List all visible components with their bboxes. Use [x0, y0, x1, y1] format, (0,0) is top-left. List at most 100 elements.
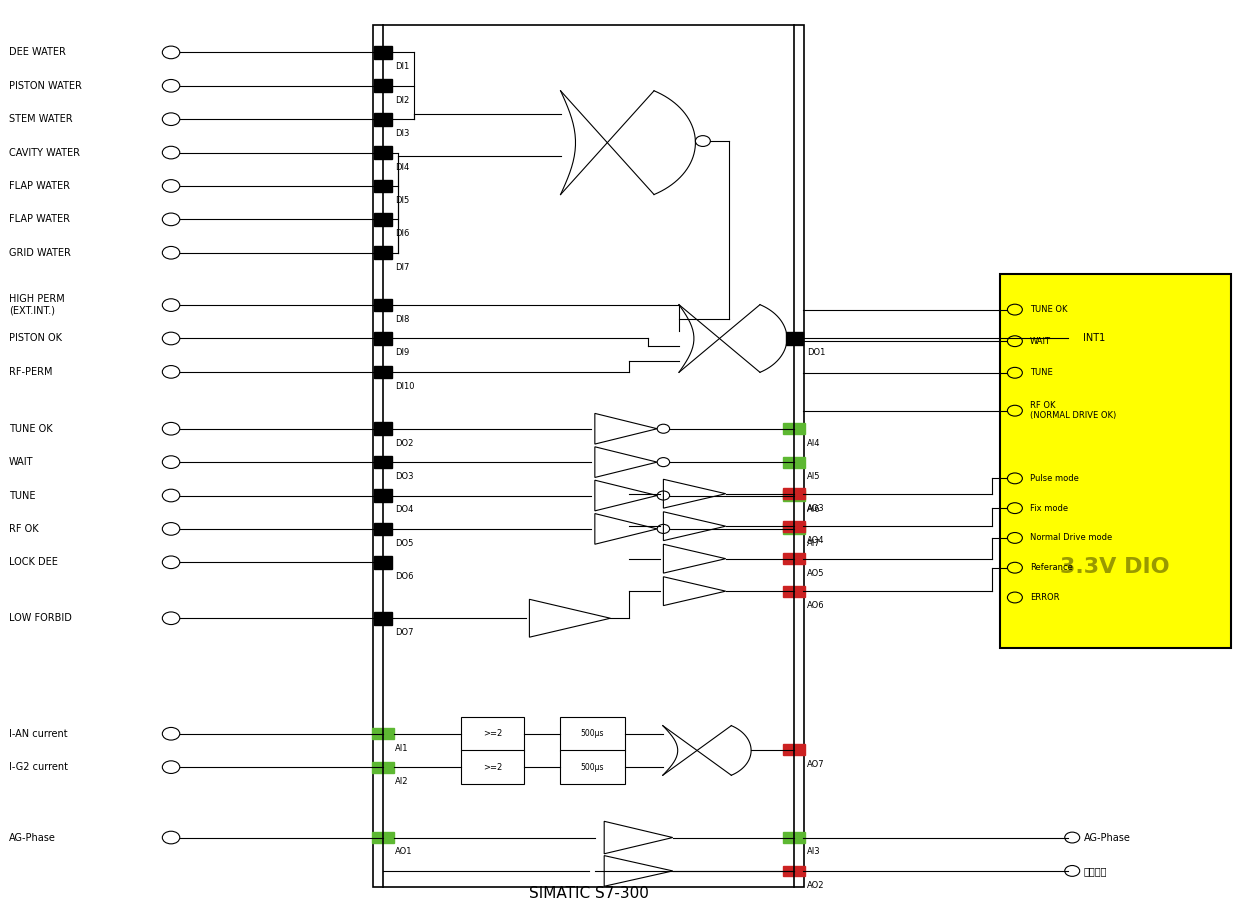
Text: AI2: AI2 — [396, 777, 409, 786]
Bar — [374, 366, 392, 379]
Text: AO1: AO1 — [396, 847, 413, 856]
Text: DO6: DO6 — [396, 572, 414, 581]
Text: 3.3V DIO: 3.3V DIO — [1060, 557, 1171, 577]
Text: DO7: DO7 — [396, 628, 414, 637]
Text: AO5: AO5 — [806, 568, 824, 577]
Text: STEM WATER: STEM WATER — [9, 114, 73, 124]
Text: Pulse mode: Pulse mode — [1030, 474, 1079, 483]
Text: DI3: DI3 — [396, 129, 409, 138]
Bar — [782, 586, 805, 597]
Bar — [782, 745, 805, 755]
Text: WAIT: WAIT — [1030, 337, 1050, 346]
Bar — [374, 180, 392, 192]
Text: >=2: >=2 — [483, 763, 502, 772]
Text: DO5: DO5 — [396, 538, 413, 548]
Bar — [374, 146, 392, 159]
Text: PISTON OK: PISTON OK — [9, 333, 63, 343]
Text: LOCK DEE: LOCK DEE — [9, 558, 58, 568]
Bar — [1000, 273, 1231, 648]
Bar — [782, 457, 805, 468]
Text: TUNE OK: TUNE OK — [9, 424, 53, 434]
Text: Fix mode: Fix mode — [1030, 504, 1068, 513]
Text: Referance: Referance — [1030, 563, 1073, 572]
Text: DI7: DI7 — [396, 262, 409, 271]
Bar — [785, 332, 803, 345]
Bar — [374, 332, 392, 345]
Text: CAVITY WATER: CAVITY WATER — [9, 148, 80, 158]
Text: I-AN current: I-AN current — [9, 729, 68, 739]
Text: AO4: AO4 — [806, 536, 824, 545]
Bar — [782, 553, 805, 564]
Text: WAIT: WAIT — [9, 457, 34, 467]
Text: AG-Phase: AG-Phase — [1083, 833, 1131, 843]
Text: AI5: AI5 — [806, 472, 820, 481]
Text: AO7: AO7 — [806, 760, 824, 768]
Text: >=2: >=2 — [483, 729, 502, 738]
Bar — [374, 299, 392, 311]
Text: DO2: DO2 — [396, 439, 413, 448]
Text: INT1: INT1 — [1083, 333, 1106, 343]
Bar — [374, 612, 392, 625]
Text: LOW FORBID: LOW FORBID — [9, 613, 71, 623]
Text: I-G2 current: I-G2 current — [9, 762, 68, 772]
Text: DI8: DI8 — [396, 315, 409, 324]
Bar — [374, 422, 392, 435]
Text: 500μs: 500μs — [581, 729, 605, 738]
Text: SIMATIC S7-300: SIMATIC S7-300 — [528, 885, 649, 901]
Text: TUNE: TUNE — [9, 490, 35, 500]
Text: DI10: DI10 — [396, 381, 414, 390]
Text: DEE WATER: DEE WATER — [9, 47, 66, 57]
Bar — [374, 246, 392, 259]
Text: AI7: AI7 — [806, 538, 820, 548]
Bar — [372, 762, 394, 773]
Text: 500μs: 500μs — [581, 763, 605, 772]
Text: DI2: DI2 — [396, 95, 409, 104]
Bar — [374, 523, 392, 535]
Text: PISTON WATER: PISTON WATER — [9, 81, 81, 91]
Bar — [372, 832, 394, 843]
Text: DI5: DI5 — [396, 196, 409, 205]
Text: DI9: DI9 — [396, 349, 409, 358]
Bar — [462, 716, 523, 751]
Text: ERROR: ERROR — [1030, 593, 1059, 602]
Text: AI3: AI3 — [806, 847, 820, 856]
Bar — [374, 46, 392, 59]
Text: RF OK
(NORMAL DRIVE OK): RF OK (NORMAL DRIVE OK) — [1030, 401, 1116, 420]
Text: DI4: DI4 — [396, 163, 409, 172]
Text: AG-Phase: AG-Phase — [9, 833, 56, 843]
Bar — [374, 213, 392, 226]
Text: AO2: AO2 — [806, 881, 824, 890]
Text: Normal Drive mode: Normal Drive mode — [1030, 533, 1112, 542]
Text: AI1: AI1 — [396, 744, 409, 753]
Bar — [560, 716, 625, 751]
Text: TUNE OK: TUNE OK — [1030, 305, 1068, 314]
Text: DI1: DI1 — [396, 63, 409, 72]
Bar — [373, 25, 804, 887]
Text: TUNE: TUNE — [1030, 369, 1053, 378]
Bar — [462, 750, 523, 785]
Text: AO3: AO3 — [806, 504, 824, 513]
Text: HIGH PERM
(EXT.INT.): HIGH PERM (EXT.INT.) — [9, 294, 65, 316]
Bar — [782, 832, 805, 843]
Bar — [782, 423, 805, 434]
Bar — [374, 456, 392, 469]
Text: DO3: DO3 — [396, 472, 414, 481]
Text: DO1: DO1 — [806, 349, 825, 358]
Bar — [372, 728, 394, 739]
Text: FLAP WATER: FLAP WATER — [9, 181, 70, 191]
Bar — [782, 489, 805, 499]
Bar — [782, 490, 805, 501]
Bar — [782, 865, 805, 876]
Text: FLAP WATER: FLAP WATER — [9, 214, 70, 224]
Bar — [560, 750, 625, 785]
Text: DO4: DO4 — [396, 506, 413, 515]
Text: AI4: AI4 — [806, 439, 820, 448]
Bar — [782, 521, 805, 531]
Bar — [782, 524, 805, 534]
Text: AO6: AO6 — [806, 601, 824, 610]
Bar — [374, 556, 392, 568]
Bar — [374, 80, 392, 92]
Bar — [374, 489, 392, 502]
Text: 포컬입력: 포컬입력 — [1083, 866, 1107, 876]
Text: RF OK: RF OK — [9, 524, 39, 534]
